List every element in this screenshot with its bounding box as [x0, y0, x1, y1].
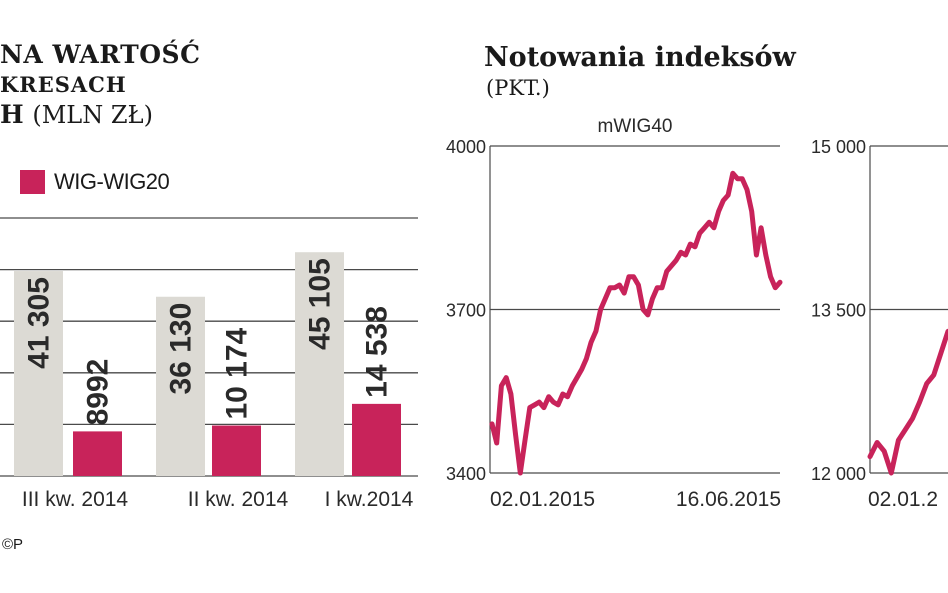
y-tick-label-second-index: 15 000: [811, 137, 866, 157]
bar-total: [156, 296, 205, 476]
line-chart-title-mwig40: mWIG40: [598, 116, 673, 137]
y-tick-label-mwig40: 3700: [446, 301, 486, 321]
bar-wig-wig20: [352, 403, 401, 476]
bar-wig-wig20-label: 14 538: [361, 306, 394, 398]
bar-total-label: 36 130: [165, 303, 198, 395]
source-note: ©P: [2, 536, 24, 553]
bar-total: [295, 252, 344, 476]
right-panel-unit: (PKT.): [486, 76, 550, 100]
y-tick-label-second-index: 13 500: [811, 301, 866, 321]
bar-category-label: I kw.2014: [325, 488, 414, 511]
bar-category-label: II kw. 2014: [188, 488, 289, 511]
bar-total-label: 41 305: [23, 277, 56, 369]
bar-wig-wig20-label: 10 174: [221, 327, 254, 419]
y-tick-label-second-index: 12 000: [811, 464, 866, 484]
line-series-mwig40: [489, 170, 783, 476]
x-tick-label-mwig40: 02.01.2015: [490, 488, 595, 511]
bar-wig-wig20: [212, 425, 261, 476]
bar-total-label: 45 105: [304, 258, 337, 350]
right-panel-title: Notowania indeksów: [484, 42, 796, 73]
bar-total: [14, 271, 63, 476]
line-series-second-index: [867, 328, 948, 476]
bar-wig-wig20-label: 8992: [82, 359, 115, 426]
y-tick-label-mwig40: 3400: [446, 464, 486, 484]
left-chart-title-line-1: NA WARTOŚĆ: [0, 40, 201, 69]
left-chart-title-line-3: H (MLN ZŁ): [0, 100, 153, 129]
left-chart-unit: (MLN ZŁ): [32, 101, 153, 129]
bar-category-label: III kw. 2014: [22, 488, 129, 511]
x-tick-label-mwig40: 16.06.2015: [676, 488, 781, 511]
bar-wig-wig20: [73, 431, 122, 476]
legend-label: WIG-WIG20: [54, 169, 170, 194]
y-tick-label-mwig40: 4000: [446, 137, 486, 157]
legend-swatch-wig-wig20: [20, 170, 45, 194]
x-tick-label-second-index: 02.01.2: [868, 488, 938, 511]
left-chart-title-line-2: KRESACH: [0, 72, 127, 97]
left-chart-title-line-3-text: H: [0, 100, 24, 129]
